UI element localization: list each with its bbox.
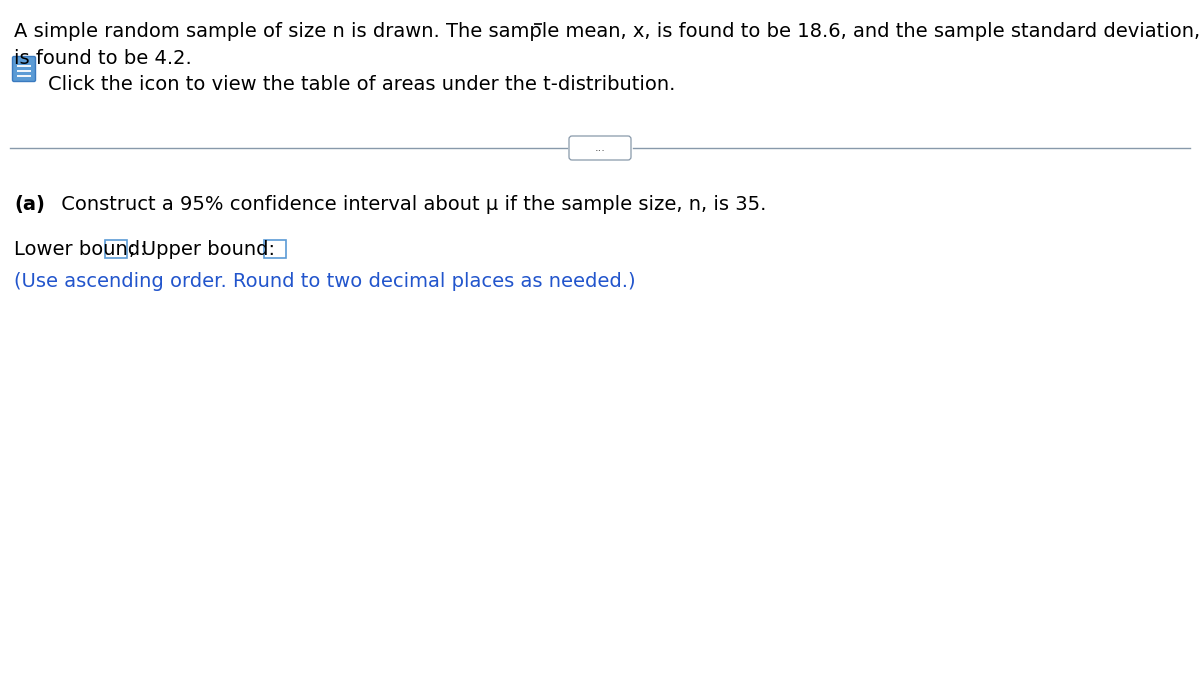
Text: A simple random sample of size n is drawn. The sample mean, x, is found to be 18: A simple random sample of size n is draw…: [14, 22, 1200, 41]
Text: ; Upper bound:: ; Upper bound:: [130, 240, 275, 259]
FancyBboxPatch shape: [12, 56, 36, 81]
Bar: [106, 240, 127, 258]
Text: Lower bound:: Lower bound:: [14, 240, 148, 259]
Text: ...: ...: [594, 143, 606, 153]
Bar: [264, 240, 286, 258]
Text: is found to be 4.2.: is found to be 4.2.: [14, 49, 192, 67]
Text: (a): (a): [14, 195, 46, 213]
Text: Construct a 95% confidence interval about μ if the sample size, n, is 35.: Construct a 95% confidence interval abou…: [55, 195, 767, 213]
FancyBboxPatch shape: [569, 136, 631, 160]
Text: (Use ascending order. Round to two decimal places as needed.): (Use ascending order. Round to two decim…: [14, 272, 636, 291]
Text: Click the icon to view the table of areas under the t-distribution.: Click the icon to view the table of area…: [48, 75, 676, 94]
